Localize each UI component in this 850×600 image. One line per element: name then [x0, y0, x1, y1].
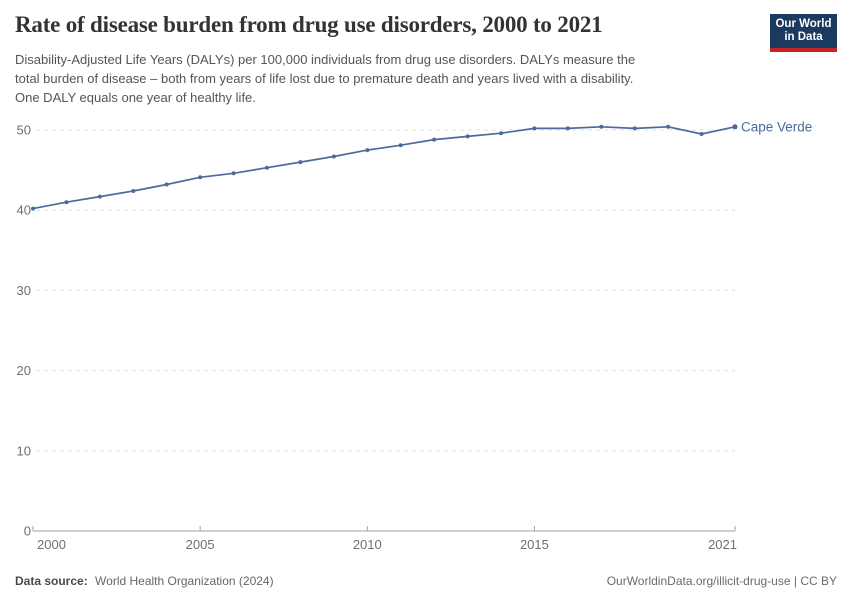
series-label[interactable]: Cape Verde	[741, 119, 812, 134]
chart-subtitle-line: One DALY equals one year of healthy life…	[15, 90, 256, 105]
data-point[interactable]	[666, 124, 671, 129]
data-point[interactable]	[198, 175, 203, 180]
data-point[interactable]	[31, 206, 35, 211]
data-source-label: Data source:	[15, 574, 88, 588]
data-source-value: World Health Organization (2024)	[95, 574, 274, 588]
y-tick-label: 40	[17, 203, 31, 218]
data-point[interactable]	[532, 126, 537, 131]
data-point[interactable]	[97, 194, 102, 199]
credit-license: OurWorldinData.org/illicit-drug-use | CC…	[606, 574, 837, 588]
x-tick-label: 2005	[186, 537, 215, 552]
y-tick-label: 0	[24, 524, 31, 539]
chart-subtitle-line: Disability-Adjusted Life Years (DALYs) p…	[15, 52, 636, 67]
data-point[interactable]	[432, 137, 437, 142]
owid-logo-line1: Our World	[775, 17, 832, 30]
data-source: Data source: World Health Organization (…	[15, 574, 274, 588]
data-point[interactable]	[565, 126, 570, 131]
x-tick-label: 2000	[37, 537, 66, 552]
data-point[interactable]	[298, 160, 303, 165]
y-tick-label: 10	[17, 443, 31, 458]
data-line[interactable]	[32, 125, 736, 210]
x-tick-label: 2015	[520, 537, 549, 552]
y-tick-label: 30	[17, 283, 31, 298]
owid-logo-line2: in Data	[784, 31, 823, 43]
data-point[interactable]	[365, 148, 370, 153]
data-point[interactable]	[632, 126, 637, 131]
data-point[interactable]	[599, 124, 604, 129]
data-point[interactable]	[331, 154, 336, 159]
data-point[interactable]	[499, 131, 503, 136]
data-point[interactable]	[732, 124, 738, 130]
x-tick-label: 2021	[708, 537, 737, 552]
owid-logo[interactable]: Our World in Data	[770, 14, 837, 52]
x-tick-label: 2010	[353, 537, 382, 552]
data-point[interactable]	[131, 189, 136, 193]
data-point[interactable]	[265, 165, 269, 170]
chart-subtitle: Disability-Adjusted Life Years (DALYs) p…	[15, 50, 760, 107]
chart-footer: Data source: World Health Organization (…	[15, 574, 837, 588]
y-tick-label: 20	[17, 363, 31, 378]
chart-title: Rate of disease burden from drug use dis…	[15, 12, 603, 37]
y-tick-label: 50	[17, 123, 31, 138]
data-point[interactable]	[231, 171, 236, 176]
data-point[interactable]	[699, 132, 704, 136]
data-point[interactable]	[64, 200, 69, 205]
data-point[interactable]	[398, 143, 403, 148]
data-point[interactable]	[465, 134, 470, 139]
data-point[interactable]	[164, 182, 169, 187]
chart-subtitle-line: total burden of disease – both from year…	[15, 71, 634, 86]
